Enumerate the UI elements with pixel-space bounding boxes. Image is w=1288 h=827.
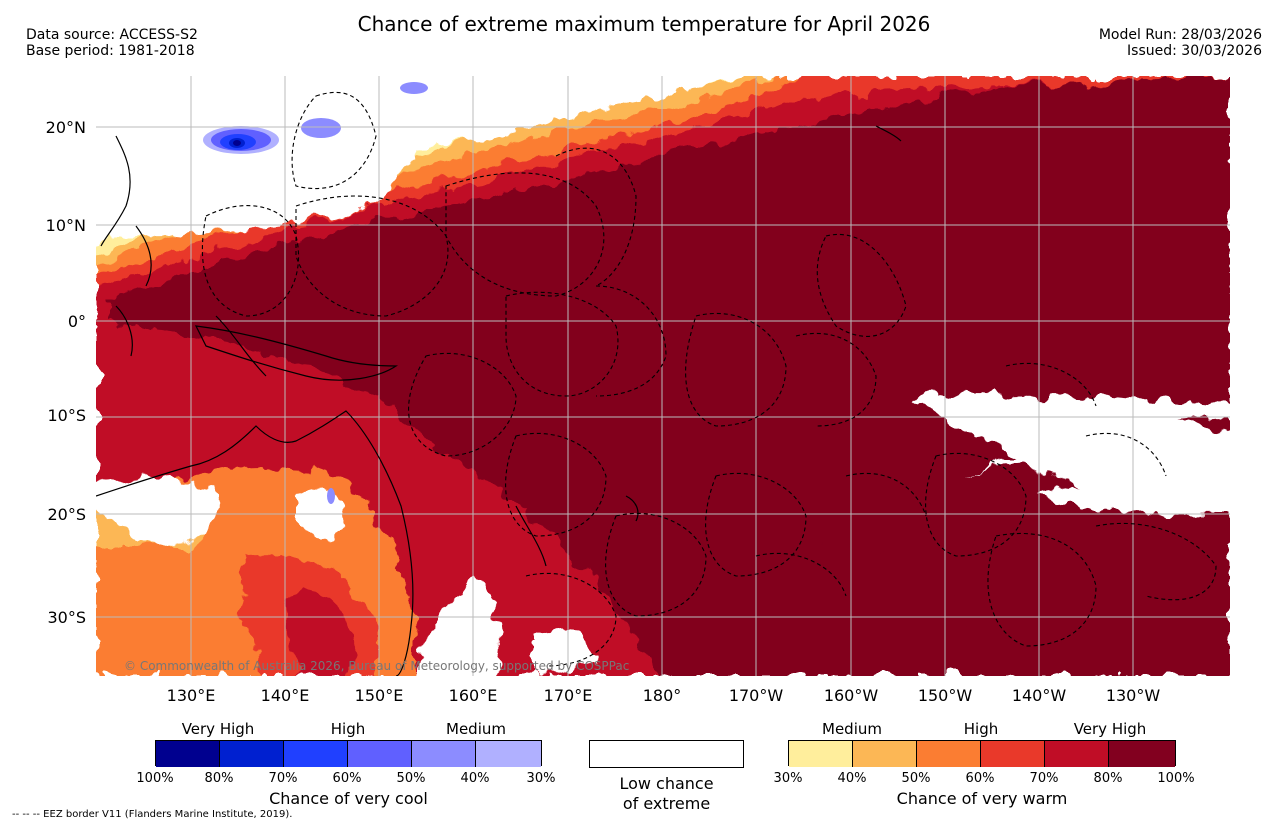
warm-swatch (1045, 741, 1109, 767)
cool-level-label: High (330, 720, 366, 738)
warm-pct: 40% (837, 771, 867, 786)
run-info: Model Run: 28/03/2026 Issued: 30/03/2026 (1099, 27, 1262, 59)
low-chance-line: Low chance (619, 774, 714, 793)
coastlines (96, 125, 902, 676)
warm-pct: 30% (773, 771, 803, 786)
low-chance-swatch (589, 740, 744, 768)
lat-label: 20°S (47, 505, 86, 524)
cool-swatch (412, 741, 476, 767)
warm-swatch (1109, 741, 1175, 767)
cool-swatch (220, 741, 284, 767)
warm-pct: 100% (1157, 771, 1195, 786)
cool-swatch (348, 741, 412, 767)
cool-pct: 40% (460, 771, 490, 786)
low-chance-line: of extreme (622, 794, 711, 813)
lon-label: 130°W (1105, 686, 1161, 705)
lat-label: 10°S (47, 406, 86, 425)
warm-swatch (917, 741, 981, 767)
warm-pct: 70% (1029, 771, 1059, 786)
cool-pct: 70% (268, 771, 298, 786)
cool-swatch (476, 741, 541, 767)
map-title: Chance of extreme maximum temperature fo… (357, 12, 931, 36)
cool-pct: 80% (204, 771, 234, 786)
lon-label: 170°E (543, 686, 593, 705)
forecast-map: © Commonwealth of Australia 2026, Bureau… (96, 76, 1230, 676)
cool-level-label: Medium (446, 720, 506, 738)
cool-colorbar (155, 740, 542, 767)
low-chance-areas (96, 76, 1230, 676)
data-info: Data source: ACCESS-S2 Base period: 1981… (26, 27, 198, 59)
lon-label: 140°E (260, 686, 310, 705)
warm-pct: 50% (901, 771, 931, 786)
low-chance-label: Low chance of extreme (589, 774, 744, 814)
lon-label: 140°W (1011, 686, 1067, 705)
lon-label: 130°E (166, 686, 216, 705)
cool-swatch (156, 741, 220, 767)
lat-label: 20°N (45, 118, 86, 137)
warm-level-label: Very High (1073, 720, 1147, 738)
lat-label: 30°S (47, 608, 86, 627)
warm-level-label: Medium (822, 720, 882, 738)
lon-label: 150°E (354, 686, 404, 705)
eez-footnote: -- -- -- EEZ border V11 (Flanders Marine… (12, 809, 293, 820)
warm-swatch (853, 741, 917, 767)
lat-label: 0° (67, 312, 86, 331)
gridlines (96, 76, 1230, 676)
base-period: Base period: 1981-2018 (26, 43, 195, 59)
map-copyright: © Commonwealth of Australia 2026, Bureau… (124, 659, 629, 673)
lon-label: 160°W (823, 686, 879, 705)
warm-swatch (981, 741, 1045, 767)
eez-borders (201, 91, 1217, 667)
cool-pct: 50% (396, 771, 426, 786)
cool-level-label: Very High (181, 720, 255, 738)
lon-label: 150°W (917, 686, 973, 705)
cool-anomaly (203, 82, 428, 504)
data-source: Data source: ACCESS-S2 (26, 27, 198, 43)
lon-label: 170°W (728, 686, 784, 705)
warm-level-label: High (963, 720, 999, 738)
model-run: Model Run: 28/03/2026 (1098, 27, 1262, 43)
lat-label: 10°N (45, 216, 86, 235)
cool-pct: 100% (136, 771, 174, 786)
lon-label: 160°E (448, 686, 498, 705)
warm-pct: 60% (965, 771, 995, 786)
warm-legend-title: Chance of very warm (896, 789, 1068, 808)
cool-pct: 60% (332, 771, 362, 786)
cool-legend-title: Chance of very cool (269, 789, 428, 808)
warm-pct: 80% (1093, 771, 1123, 786)
warm-colorbar (788, 740, 1176, 767)
warm-swatch (789, 741, 853, 767)
lon-label: 180° (642, 686, 682, 705)
cool-pct: 30% (526, 771, 556, 786)
cool-swatch (284, 741, 348, 767)
issued-date: Issued: 30/03/2026 (1127, 43, 1262, 59)
